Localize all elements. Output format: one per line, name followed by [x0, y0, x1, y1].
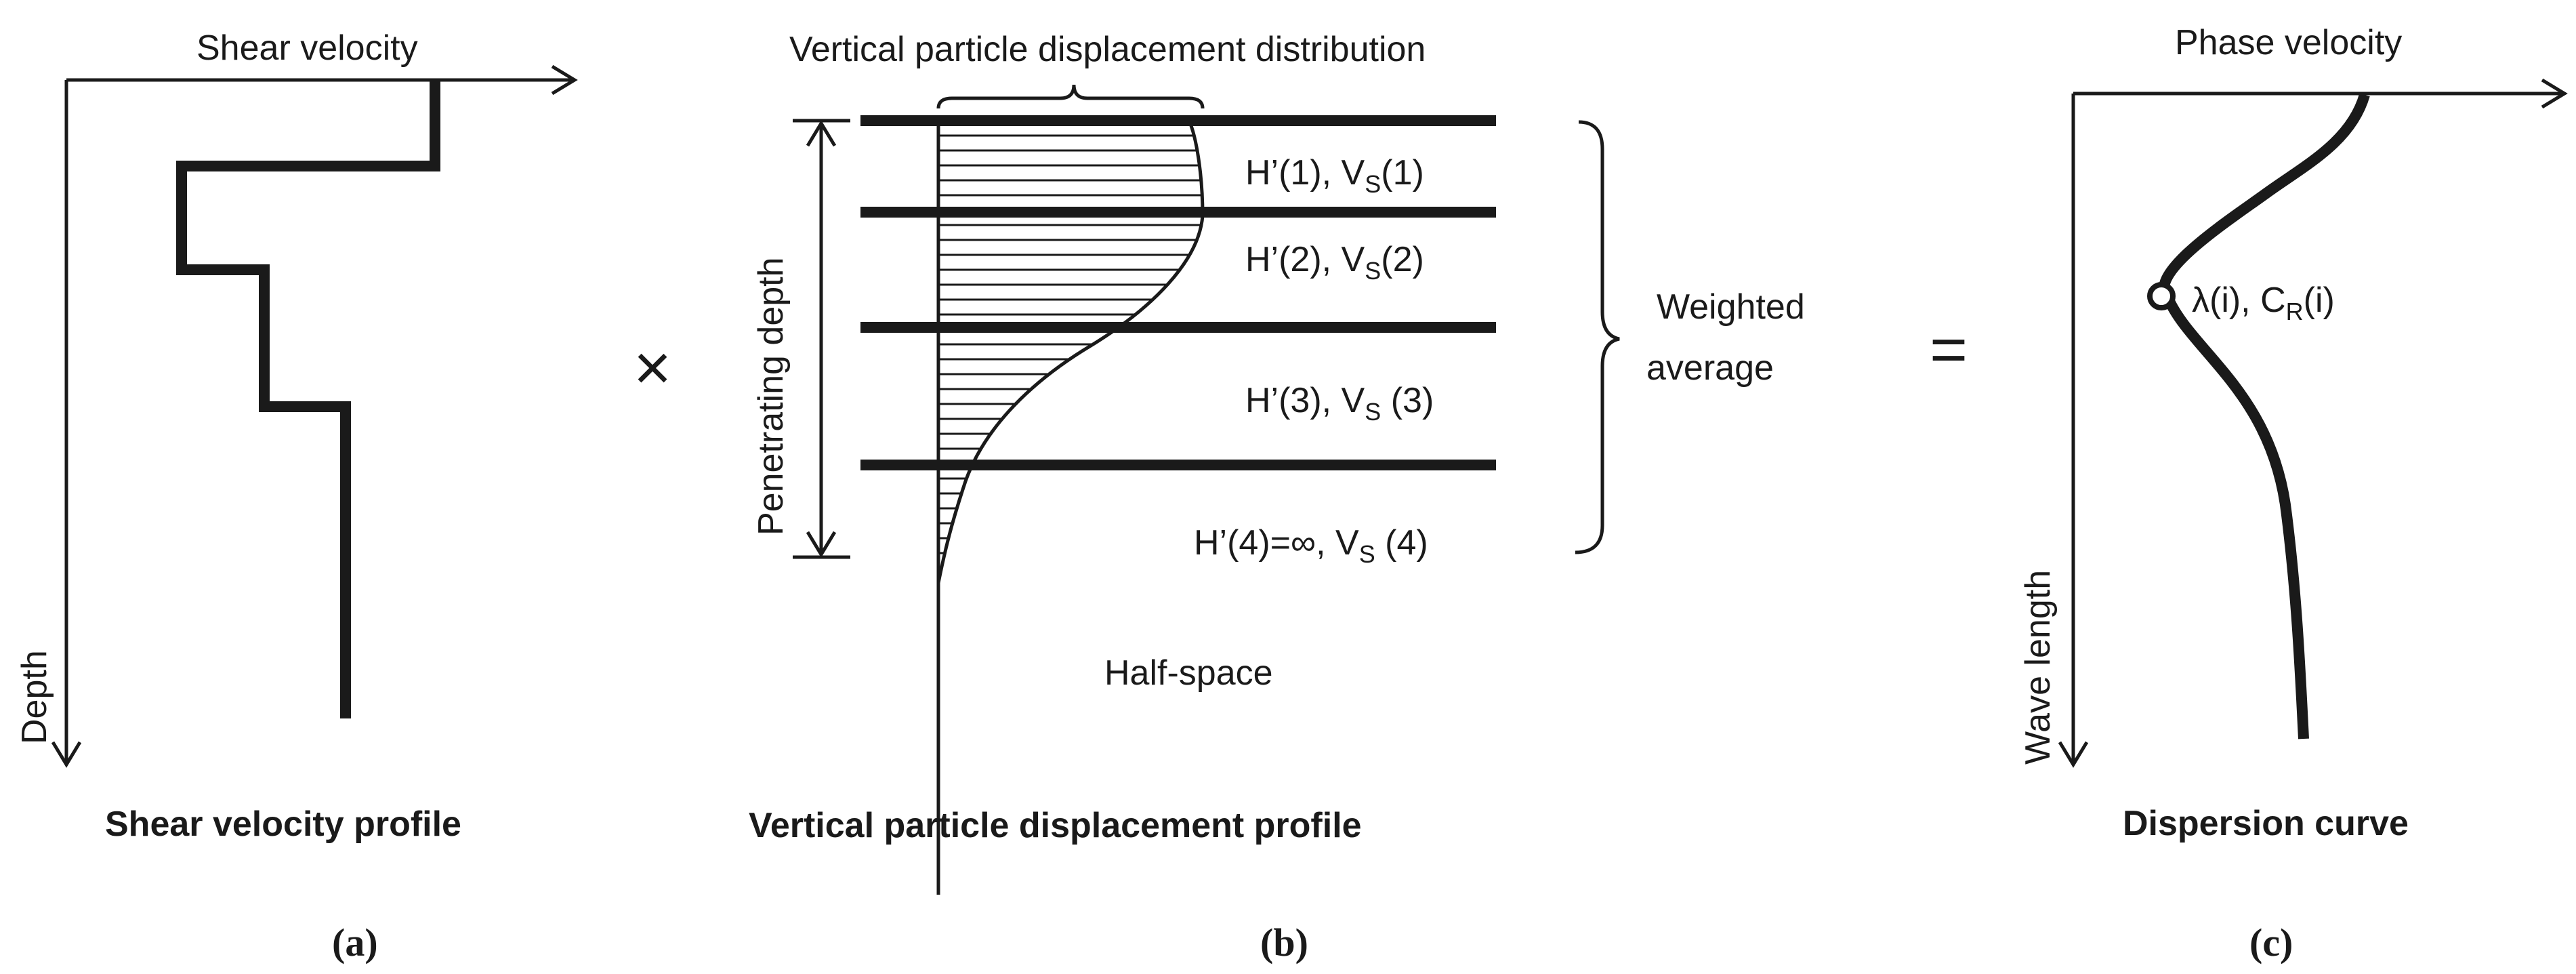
dispersion-curve-point: [2147, 282, 2176, 310]
penetrating-depth-arrowhead-up: [806, 120, 837, 147]
weighted-average-brace: [1575, 120, 1620, 554]
shear-velocity-profile-line: [176, 80, 440, 718]
panel-a-caption: Shear velocity profile: [105, 805, 461, 844]
layer-1-label: H’(1), VS(1): [1245, 153, 1424, 198]
layer-4-label: H’(4)=∞, VS (4): [1194, 523, 1428, 568]
wave-length-axis-label: Wave length: [2018, 570, 2058, 765]
wave-length-axis-arrowhead: [2058, 741, 2089, 768]
panel-b: Vertical particle displacement distribut…: [749, 30, 1805, 965]
layer-3-label: H’(3), VS (3): [1245, 381, 1434, 426]
phase-velocity-axis-arrowhead: [2541, 78, 2568, 109]
displacement-distribution-brace: [936, 84, 1205, 109]
half-space-label: Half-space: [1104, 653, 1273, 693]
panel-c: Phase velocity Wave length λ(i), CR(i) D…: [2018, 23, 2568, 965]
phase-velocity-axis-label: Phase velocity: [2175, 23, 2402, 62]
panel-c-letter: (c): [2249, 920, 2293, 965]
shear-velocity-axis-label: Shear velocity: [196, 28, 418, 68]
dispersion-point-label: λ(i), CR(i): [2192, 281, 2335, 325]
panel-c-caption: Dispersion curve: [2123, 804, 2409, 843]
depth-axis-label: Depth: [15, 650, 54, 744]
equals-operator: =: [1930, 313, 1968, 386]
displacement-distribution-label: Vertical particle displacement distribut…: [789, 30, 1426, 69]
penetrating-depth-label: Penetrating depth: [751, 257, 791, 535]
layer-2-label: H’(2), VS(2): [1245, 240, 1424, 285]
weighted-average-label-line2: average: [1646, 348, 1774, 388]
displacement-hatching: [938, 134, 1203, 554]
multiply-operator: ×: [633, 331, 671, 404]
panel-a-letter: (a): [332, 920, 378, 965]
panel-a: Shear velocity Depth Shear velocity prof…: [15, 28, 578, 965]
weighted-average-label-line1: Weighted: [1657, 287, 1805, 327]
dispersion-curve: [2159, 93, 2370, 739]
depth-axis-arrowhead: [51, 741, 82, 768]
penetrating-depth-arrowhead-down: [806, 531, 837, 558]
displacement-curve: [936, 119, 1205, 584]
shear-velocity-axis-arrowhead: [551, 64, 578, 96]
panel-b-letter: (b): [1260, 920, 1308, 965]
panel-b-caption: Vertical particle displacement profile: [749, 806, 1362, 845]
